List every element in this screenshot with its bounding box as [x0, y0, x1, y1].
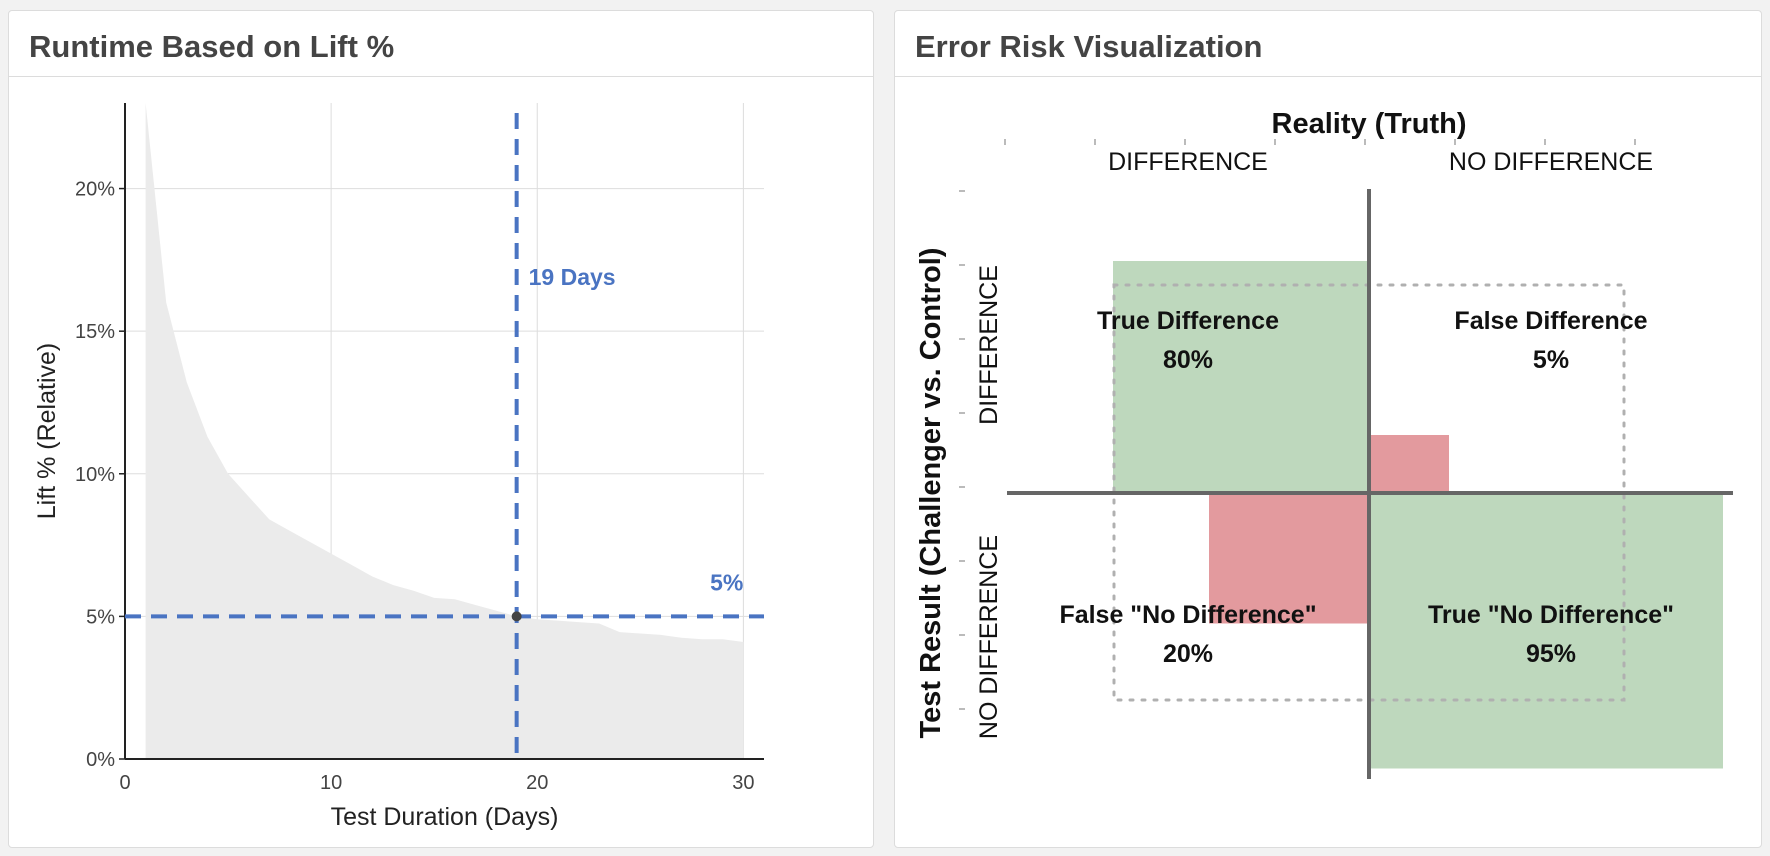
row-label-difference: DIFFERENCE: [975, 265, 1003, 425]
reality-axis-title: Reality (Truth): [1272, 108, 1467, 140]
runtime-panel-title: Runtime Based on Lift %: [9, 11, 873, 77]
false-difference-percent: 5%: [1533, 346, 1569, 374]
column-label-no-difference: NO DIFFERENCE: [1449, 148, 1653, 176]
true-no-difference-bar: [1369, 493, 1723, 769]
runtime-area: [145, 103, 744, 759]
x-axis-title: Test Duration (Days): [331, 803, 559, 831]
column-label-difference: DIFFERENCE: [1108, 148, 1268, 176]
x-tick-label: 10: [320, 772, 342, 794]
false-no-difference-label: False "No Difference": [1059, 601, 1316, 629]
false-difference-label: False Difference: [1454, 307, 1647, 335]
y-tick-label: 0%: [86, 749, 115, 771]
x-tick-labels: 0 10 20 30: [119, 772, 754, 794]
true-difference-percent: 80%: [1163, 346, 1213, 374]
true-difference-label: True Difference: [1097, 307, 1279, 335]
error-risk-panel-title: Error Risk Visualization: [895, 11, 1761, 77]
days-reference-label: 19 Days: [529, 264, 616, 290]
y-axis-title: Lift % (Relative): [33, 343, 61, 519]
true-no-difference-label: True "No Difference": [1428, 601, 1674, 629]
true-no-difference-percent: 95%: [1526, 640, 1576, 668]
reference-point: [511, 611, 522, 622]
y-tick-label: 10%: [75, 464, 115, 486]
row-label-no-difference: NO DIFFERENCE: [975, 535, 1003, 739]
error-risk-chart: Reality (Truth) DIFFERENCE NO DIFFERENCE…: [915, 108, 1733, 779]
x-tick-label: 0: [119, 772, 130, 794]
y-tick-label: 15%: [75, 321, 115, 343]
y-tick-label: 5%: [86, 606, 115, 628]
test-result-axis-title: Test Result (Challenger vs. Control): [915, 248, 947, 739]
false-difference-bar: [1369, 435, 1449, 493]
y-tick-labels: 0% 5% 10% 15% 20%: [75, 179, 115, 771]
runtime-chart: 0 10 20 30 0% 5% 10% 15% 20% 19 Days 5% Test Du…: [33, 103, 764, 831]
x-tick-label: 20: [526, 772, 548, 794]
y-tick-label: 20%: [75, 179, 115, 201]
false-no-difference-bar: [1209, 493, 1369, 624]
error-risk-panel: Error Risk Visualization Reality (Truth)…: [894, 10, 1762, 848]
false-no-difference-percent: 20%: [1163, 640, 1213, 668]
runtime-panel: Runtime Based on Lift % 0 10 20 30 0% 5% 10% 1…: [8, 10, 874, 848]
lift-reference-label: 5%: [710, 569, 743, 595]
runtime-axes: [124, 103, 764, 760]
true-difference-bar: [1113, 261, 1369, 493]
x-tick-label: 30: [732, 772, 754, 794]
risk-axis-ticks: [959, 139, 1636, 710]
